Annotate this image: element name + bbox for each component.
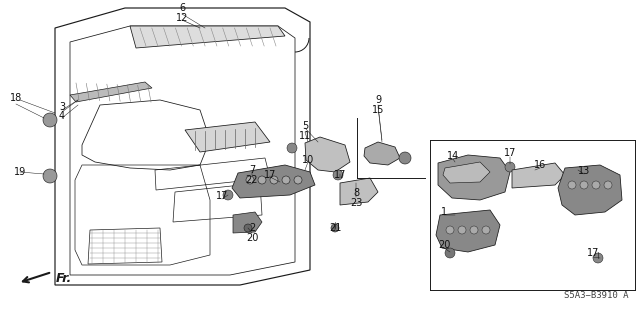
Circle shape <box>505 162 515 172</box>
Text: 4: 4 <box>59 111 65 121</box>
Text: 16: 16 <box>534 160 546 170</box>
Circle shape <box>331 224 339 232</box>
Polygon shape <box>130 26 285 48</box>
Text: 8: 8 <box>353 188 359 198</box>
Text: 14: 14 <box>447 151 459 161</box>
Text: 9: 9 <box>375 95 381 105</box>
Circle shape <box>263 173 273 183</box>
Circle shape <box>458 226 466 234</box>
Polygon shape <box>364 142 400 165</box>
Polygon shape <box>305 137 350 172</box>
Text: 20: 20 <box>246 233 258 243</box>
Text: 2: 2 <box>249 223 255 233</box>
Polygon shape <box>185 122 270 152</box>
Circle shape <box>568 181 576 189</box>
Circle shape <box>399 152 411 164</box>
Circle shape <box>270 176 278 184</box>
Text: 11: 11 <box>299 131 311 141</box>
Text: 17: 17 <box>334 170 346 180</box>
Circle shape <box>470 226 478 234</box>
Text: 20: 20 <box>438 240 450 250</box>
Circle shape <box>223 190 233 200</box>
Text: 21: 21 <box>329 223 341 233</box>
Text: 12: 12 <box>176 13 188 23</box>
Text: 17: 17 <box>216 191 228 201</box>
Circle shape <box>592 181 600 189</box>
Circle shape <box>258 176 266 184</box>
Text: S5A3−B3910 A: S5A3−B3910 A <box>563 291 628 300</box>
Circle shape <box>445 248 455 258</box>
Text: 22: 22 <box>246 175 259 185</box>
Polygon shape <box>233 212 262 233</box>
Text: 19: 19 <box>14 167 26 177</box>
Circle shape <box>294 176 302 184</box>
Circle shape <box>43 169 57 183</box>
Text: 5: 5 <box>302 121 308 131</box>
Circle shape <box>446 226 454 234</box>
Polygon shape <box>232 165 315 198</box>
Polygon shape <box>436 210 500 252</box>
Text: 17: 17 <box>264 170 276 180</box>
Text: 7: 7 <box>249 165 255 175</box>
Circle shape <box>482 226 490 234</box>
Circle shape <box>43 113 57 127</box>
Polygon shape <box>512 163 565 188</box>
Circle shape <box>287 143 297 153</box>
Text: 23: 23 <box>350 198 362 208</box>
Text: 6: 6 <box>179 3 185 13</box>
Circle shape <box>246 176 254 184</box>
Text: 17: 17 <box>504 148 516 158</box>
Circle shape <box>282 176 290 184</box>
Text: 10: 10 <box>302 155 314 165</box>
Polygon shape <box>443 162 490 183</box>
Polygon shape <box>340 178 378 205</box>
Polygon shape <box>70 82 152 102</box>
Circle shape <box>333 170 343 180</box>
Circle shape <box>593 253 603 263</box>
Text: 17: 17 <box>587 248 599 258</box>
Text: Fr.: Fr. <box>56 271 72 285</box>
Text: 18: 18 <box>10 93 22 103</box>
Polygon shape <box>438 155 510 200</box>
Text: 15: 15 <box>372 105 384 115</box>
Text: 3: 3 <box>59 102 65 112</box>
Circle shape <box>244 224 252 232</box>
Text: 1: 1 <box>441 207 447 217</box>
Polygon shape <box>558 165 622 215</box>
Text: 13: 13 <box>578 166 590 176</box>
Circle shape <box>604 181 612 189</box>
Circle shape <box>580 181 588 189</box>
